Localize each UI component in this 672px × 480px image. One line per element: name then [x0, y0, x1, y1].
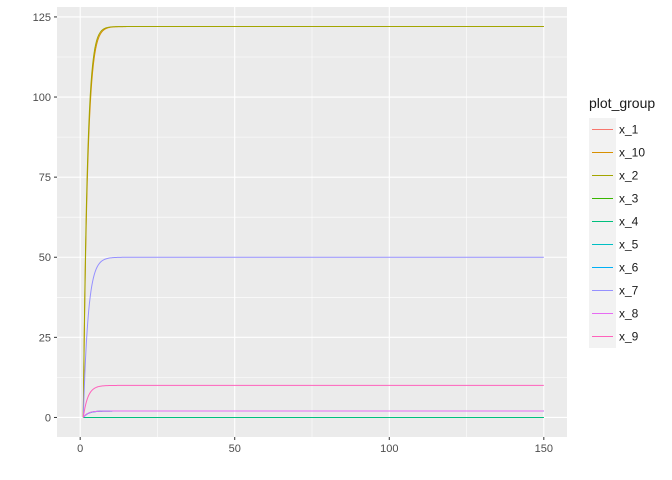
legend-label: x_6 [619, 261, 639, 275]
y-tick-label: 75 [39, 172, 51, 184]
series-line-x-2 [82, 26, 544, 418]
series-line-x-9 [82, 384, 544, 418]
legend-label: x_9 [619, 330, 639, 344]
y-tick-label: 100 [33, 92, 51, 104]
series-line-x-8 [82, 410, 544, 418]
y-tick-label: 50 [39, 252, 51, 264]
x-tick-label: 50 [229, 443, 241, 455]
y-tick-label: 0 [45, 412, 51, 424]
legend-items: x_1 x_10 x_2 x_3 x_4 x_5 x_6 x_7 x_8 x_9 [589, 118, 645, 348]
y-tick-label: 25 [39, 332, 51, 344]
series-lines [82, 26, 544, 418]
x-tick-label: 100 [380, 443, 398, 455]
legend-label: x_10 [619, 146, 645, 160]
legend-label: x_3 [619, 192, 639, 206]
x-tick-label: 0 [77, 443, 83, 455]
legend-label: x_8 [619, 307, 639, 321]
x-axis: 0 50 100 150 [77, 437, 553, 455]
legend: plot_group x_1x_10x_2x_3x_4x_5x_6x_7x_8x… [589, 95, 655, 348]
grid-minor [57, 7, 567, 437]
y-tick-label: 125 [33, 12, 51, 24]
legend-label: x_4 [619, 215, 639, 229]
legend-label: x_5 [619, 238, 639, 252]
legend-title: plot_group [589, 95, 655, 111]
x-tick-label: 150 [535, 443, 553, 455]
legend-label: x_7 [619, 284, 639, 298]
y-axis: 0 25 50 75 100 125 [33, 12, 57, 424]
legend-label: x_1 [619, 123, 639, 137]
legend-label: x_2 [619, 169, 639, 183]
series-line-x-7 [82, 256, 544, 418]
